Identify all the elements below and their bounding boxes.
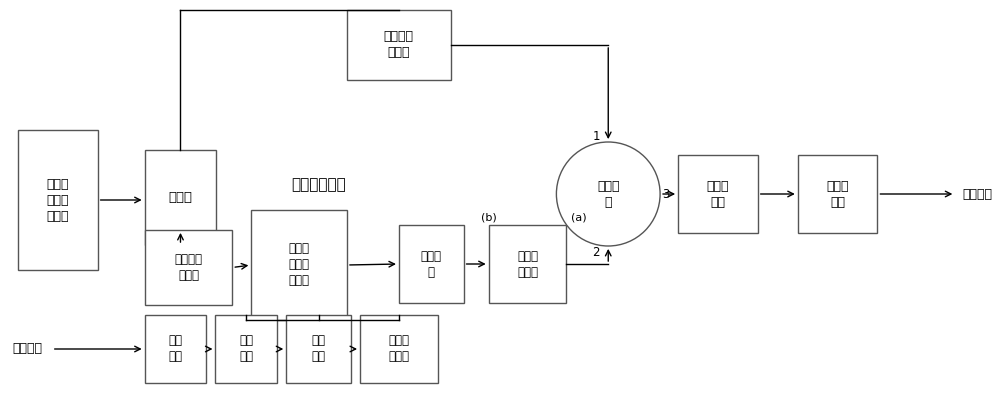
- Text: 窄线宽
半导体
激光器: 窄线宽 半导体 激光器: [47, 177, 69, 222]
- Bar: [286, 315, 351, 383]
- Bar: [215, 315, 277, 383]
- Text: 光隔离
器: 光隔离 器: [421, 249, 442, 278]
- Text: (b): (b): [481, 213, 496, 223]
- Bar: [145, 230, 232, 305]
- Text: 电功
分器: 电功 分器: [239, 334, 253, 364]
- Text: 2: 2: [593, 247, 600, 260]
- Bar: [145, 150, 216, 245]
- Bar: [360, 315, 438, 383]
- Text: 1: 1: [593, 131, 600, 143]
- Bar: [798, 155, 877, 233]
- Text: (a): (a): [571, 213, 586, 223]
- Text: 射频信号: 射频信号: [12, 343, 42, 355]
- Text: 电衰
减器: 电衰 减器: [168, 334, 182, 364]
- Text: 第二偏振
控制器: 第二偏振 控制器: [174, 253, 202, 282]
- Bar: [251, 210, 347, 320]
- Text: 单模保
偏光纤: 单模保 偏光纤: [517, 249, 538, 278]
- Text: 非线性光环路: 非线性光环路: [292, 177, 346, 193]
- Text: 直流稳
压电源: 直流稳 压电源: [388, 334, 409, 364]
- Bar: [18, 130, 98, 270]
- Bar: [399, 225, 464, 303]
- Text: 中频信号: 中频信号: [962, 187, 992, 201]
- Bar: [145, 315, 206, 383]
- Text: 光环形
器: 光环形 器: [597, 179, 619, 208]
- Circle shape: [556, 142, 660, 246]
- Bar: [489, 225, 566, 303]
- Text: 3: 3: [662, 187, 670, 201]
- Text: 分光器: 分光器: [168, 191, 192, 204]
- Text: 第一偏振
控制器: 第一偏振 控制器: [384, 31, 414, 60]
- Text: 电移
相器: 电移 相器: [312, 334, 326, 364]
- Text: 低通滤
波器: 低通滤 波器: [826, 179, 849, 208]
- Bar: [347, 10, 451, 80]
- Text: 双驱动
铌酸锂
调制器: 双驱动 铌酸锂 调制器: [289, 243, 310, 287]
- Text: 光电探
测器: 光电探 测器: [707, 179, 729, 208]
- Bar: [678, 155, 758, 233]
